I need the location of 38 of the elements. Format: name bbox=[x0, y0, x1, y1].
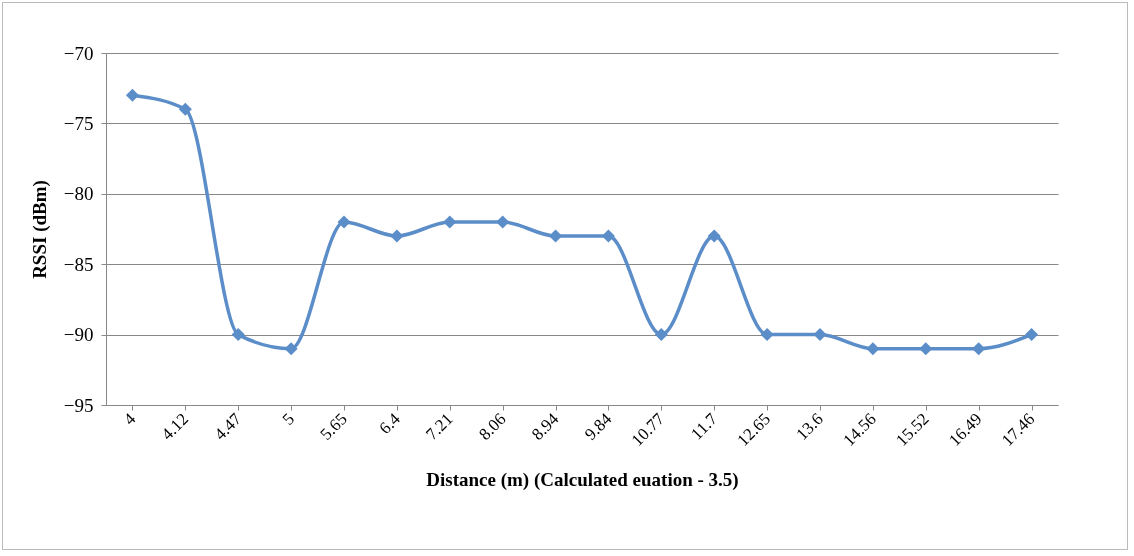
x-tick-label: 4.12 bbox=[157, 409, 193, 444]
y-axis-title: RSSI (dBm) bbox=[28, 180, 51, 279]
point bbox=[972, 342, 986, 356]
y-tick-label: −85 bbox=[63, 253, 94, 275]
x-tick-label: 5 bbox=[278, 409, 298, 429]
x-tick-label: 9.84 bbox=[580, 409, 616, 444]
point bbox=[443, 215, 457, 229]
point bbox=[707, 229, 721, 243]
point bbox=[549, 229, 563, 243]
x-tick-label: 8.06 bbox=[475, 409, 510, 444]
x-tick-label: 4 bbox=[119, 409, 140, 429]
point bbox=[654, 328, 668, 342]
x-tick-label: 6.4 bbox=[375, 409, 405, 438]
point bbox=[866, 342, 880, 356]
y-tick-label: −95 bbox=[63, 394, 94, 416]
point bbox=[337, 215, 351, 229]
point bbox=[178, 102, 192, 116]
x-tick-label: 11.7 bbox=[687, 409, 722, 444]
x-tick-label: 5.65 bbox=[316, 409, 351, 444]
y-tick-label: −90 bbox=[63, 324, 94, 346]
point bbox=[231, 328, 245, 342]
point bbox=[125, 88, 139, 102]
y-tick-label: −70 bbox=[63, 42, 94, 64]
y-tick-label: −80 bbox=[63, 183, 94, 205]
point bbox=[390, 229, 404, 243]
x-tick-label: 8.94 bbox=[527, 409, 563, 444]
x-tick-label: 13.6 bbox=[792, 409, 827, 444]
x-tick-label: 7.21 bbox=[422, 409, 457, 444]
point bbox=[496, 215, 510, 229]
point bbox=[813, 328, 827, 342]
point bbox=[919, 342, 933, 356]
point bbox=[601, 229, 615, 243]
point bbox=[284, 342, 298, 356]
point bbox=[760, 328, 774, 342]
point bbox=[1025, 328, 1039, 342]
x-axis-title: Distance (m) (Calculated euation - 3.5) bbox=[426, 469, 739, 492]
x-tick-label: 4.47 bbox=[210, 409, 246, 444]
y-tick-label: −75 bbox=[63, 112, 94, 134]
